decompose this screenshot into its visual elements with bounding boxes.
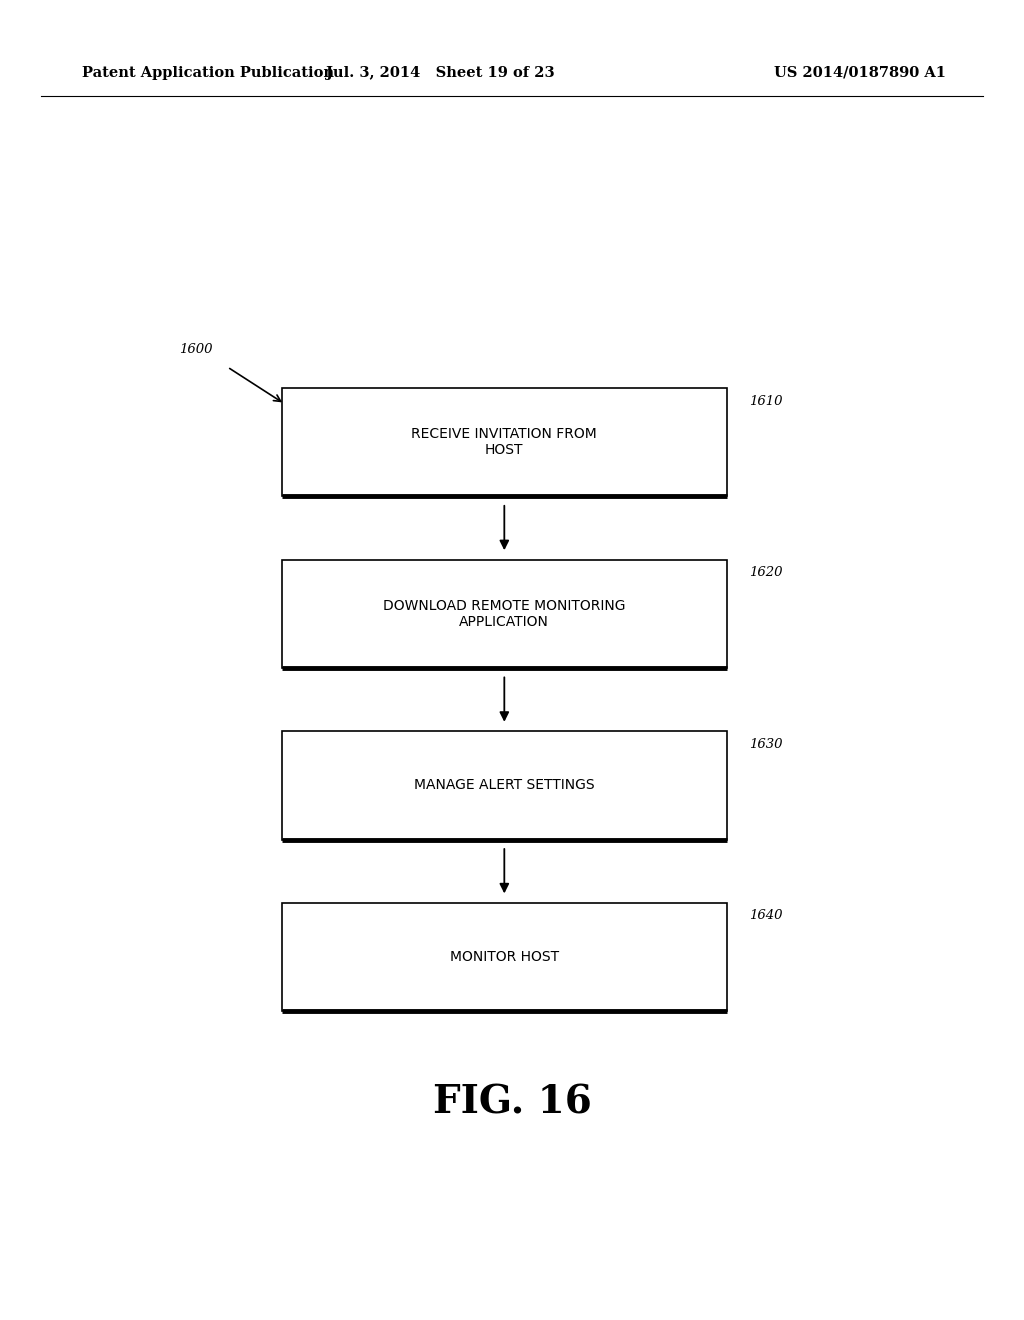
Text: 1640: 1640 <box>750 909 783 923</box>
Bar <box>282 731 727 840</box>
Text: US 2014/0187890 A1: US 2014/0187890 A1 <box>774 66 946 79</box>
Text: FIG. 16: FIG. 16 <box>432 1084 592 1121</box>
Bar <box>282 388 727 496</box>
Text: Patent Application Publication: Patent Application Publication <box>82 66 334 79</box>
Text: MONITOR HOST: MONITOR HOST <box>450 950 559 964</box>
Bar <box>282 903 727 1011</box>
Text: RECEIVE INVITATION FROM
HOST: RECEIVE INVITATION FROM HOST <box>412 428 597 457</box>
Bar <box>282 560 727 668</box>
Text: 1630: 1630 <box>750 738 783 751</box>
Text: 1600: 1600 <box>179 343 213 356</box>
Text: Jul. 3, 2014   Sheet 19 of 23: Jul. 3, 2014 Sheet 19 of 23 <box>326 66 555 79</box>
Text: MANAGE ALERT SETTINGS: MANAGE ALERT SETTINGS <box>414 779 595 792</box>
Text: DOWNLOAD REMOTE MONITORING
APPLICATION: DOWNLOAD REMOTE MONITORING APPLICATION <box>383 599 626 628</box>
Text: 1620: 1620 <box>750 566 783 579</box>
Text: 1610: 1610 <box>750 395 783 408</box>
